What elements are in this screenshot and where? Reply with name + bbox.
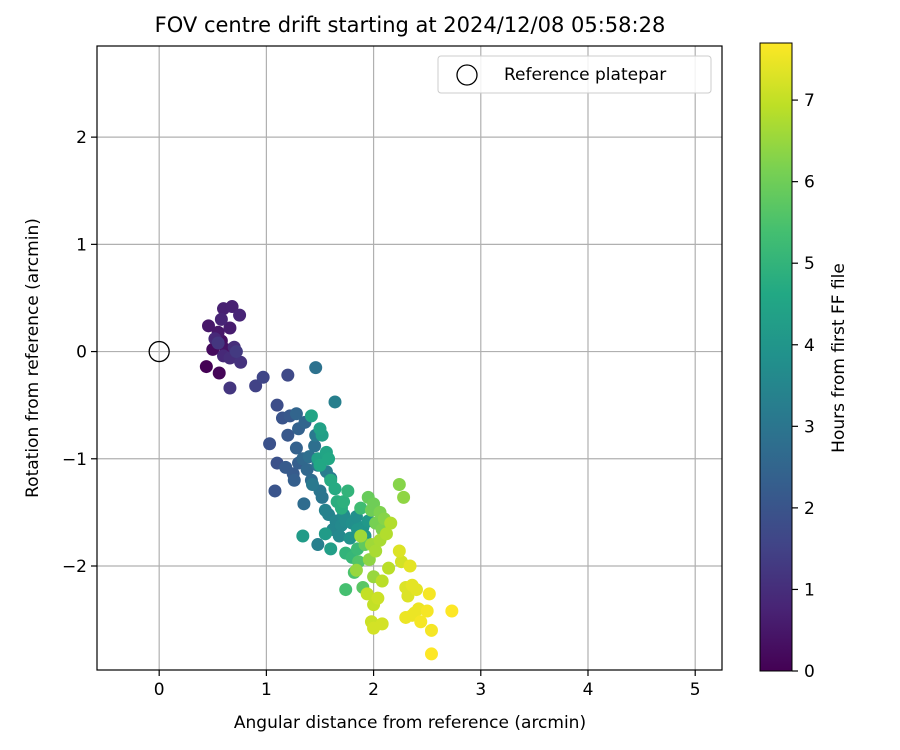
data-point [392,478,406,492]
data-point [256,370,270,384]
colorbar-tick-label: 6 [804,173,815,193]
data-point [318,527,332,541]
colorbar-tick-label: 7 [804,91,815,111]
x-tick-label: 2 [368,680,379,700]
colorbar-tick-label: 1 [804,580,815,600]
data-point [263,437,277,451]
data-point [233,308,247,322]
data-point [223,321,237,335]
colorbar [759,42,793,672]
data-point [249,379,263,393]
data-point [382,561,396,575]
grid [97,46,722,670]
data-point [322,452,336,466]
data-point [375,574,389,588]
data-point [371,591,385,605]
data-point [211,336,225,350]
data-point [328,395,342,409]
data-point [309,361,323,375]
data-points [199,300,459,661]
colorbar-tick-label: 4 [804,336,815,356]
reference-marker [148,340,170,363]
x-tick-label: 0 [154,680,165,700]
data-point [199,360,213,374]
colorbar-label: Hours from first FF file [829,263,849,453]
y-tick-label: −1 [62,450,87,470]
data-point [281,428,295,442]
data-point [289,407,303,421]
x-axis-label: Angular distance from reference (arcmin) [234,713,586,733]
legend-marker [456,64,478,86]
data-point [349,563,363,577]
legend-entry-reference: Reference platepar [504,65,666,85]
data-point [384,516,398,530]
data-point [392,544,406,558]
data-point [369,544,383,558]
data-point [270,398,284,412]
data-point [212,366,226,380]
data-point [332,529,346,543]
legend: Reference platepar [437,55,712,94]
data-point [379,527,393,541]
colorbar-tick-label: 5 [804,254,815,274]
data-point [367,621,381,635]
data-point [315,490,329,504]
chart-title: FOV centre drift starting at 2024/12/08 … [155,13,666,37]
data-point [409,583,423,597]
data-point [337,495,351,509]
data-point [229,345,243,359]
legend-box [437,55,712,94]
plot-frame [96,45,723,671]
colorbar-tick-label: 3 [804,417,815,437]
data-point [339,583,353,597]
data-point [225,300,239,314]
data-point [354,529,368,543]
data-point [297,497,311,511]
y-tick-label: 1 [76,235,87,255]
data-point [308,439,322,453]
data-point [214,312,228,326]
colorbar-tick-label: 2 [804,499,815,519]
data-point [281,368,295,382]
data-point [424,647,438,661]
y-axis-ticks: −2 −1 0 1 2 [62,128,97,577]
x-tick-label: 5 [690,680,701,700]
x-tick-label: 4 [583,680,594,700]
data-point [311,538,325,552]
data-point [403,559,417,573]
y-tick-label: −2 [62,557,87,577]
data-point [397,490,411,504]
colorbar-tick-label: 0 [804,662,815,682]
x-tick-label: 1 [261,680,272,700]
data-point [296,529,310,543]
data-point [422,587,436,601]
y-tick-label: 0 [76,343,87,363]
x-axis-ticks: 0 1 2 3 4 5 [154,670,701,700]
reference-platepar-point [148,340,170,363]
data-point [268,484,282,498]
data-point [328,482,342,496]
data-point [414,615,428,629]
data-point [360,587,374,601]
data-point [445,604,459,618]
data-point [287,473,301,487]
data-point [424,623,438,637]
data-point [300,463,314,477]
data-point [313,422,327,436]
y-axis-label: Rotation from reference (arcmin) [23,218,43,498]
data-point [420,604,434,618]
y-tick-label: 2 [76,128,87,148]
data-point [305,478,319,492]
data-point [304,409,318,423]
colorbar-ticks: 0 1 2 3 4 5 6 7 [792,91,815,682]
data-point [201,319,215,333]
x-tick-label: 3 [475,680,486,700]
data-point [341,484,355,498]
data-point [354,501,368,515]
data-point [324,542,338,556]
data-point [289,441,303,455]
data-point [234,355,248,369]
data-point [223,381,237,395]
